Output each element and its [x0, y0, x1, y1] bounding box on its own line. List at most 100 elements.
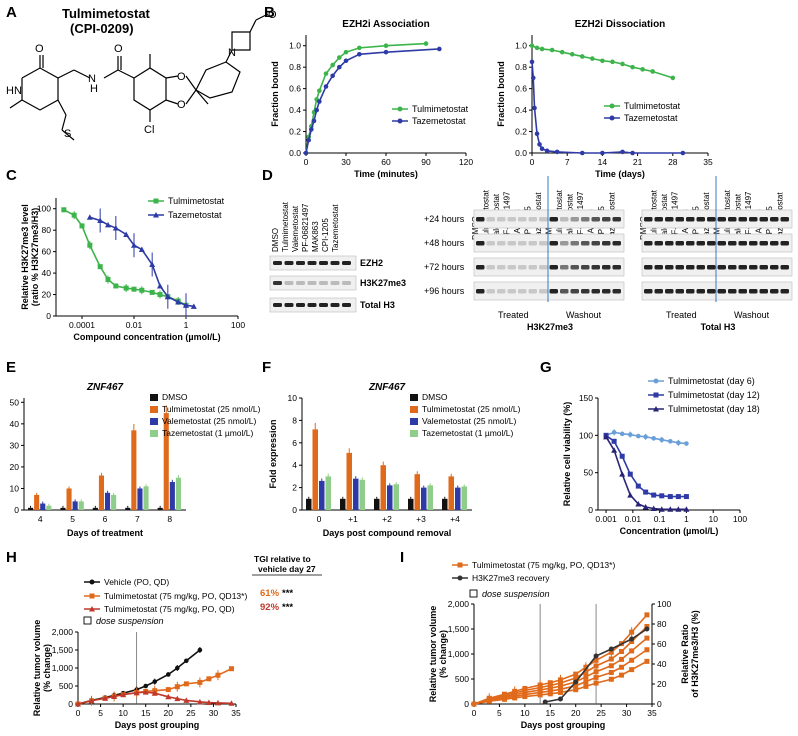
blot-band	[507, 289, 516, 294]
data-point	[593, 669, 599, 675]
data-point	[383, 49, 389, 55]
y2-tick-label: 80	[657, 619, 667, 629]
data-point	[610, 59, 615, 65]
blot-band	[738, 241, 747, 246]
x-axis-label: Days post compound removal	[323, 528, 452, 538]
bar	[163, 413, 169, 510]
blot-band	[749, 289, 758, 294]
data-point	[619, 453, 625, 459]
chart-title: EZH2i Dissociation	[575, 19, 666, 30]
x-tick-label: +2	[382, 514, 392, 524]
x-tick-label: 35	[231, 708, 241, 718]
x-tick-label: 10	[708, 514, 718, 524]
data-point	[529, 43, 535, 49]
data-point	[636, 433, 641, 439]
tgi-header-2: vehicle day 27	[258, 564, 316, 574]
legend-marker	[89, 593, 95, 599]
blot-band	[507, 265, 516, 270]
blot-band	[570, 241, 579, 246]
data-point	[534, 131, 540, 136]
bar	[340, 498, 346, 510]
data-point	[530, 75, 536, 81]
blot-band	[591, 241, 600, 246]
blot-band	[518, 265, 527, 270]
blot-band	[570, 265, 579, 270]
data-point	[79, 223, 85, 229]
data-point	[683, 494, 689, 500]
compound-name: Tulmimetostat	[62, 6, 151, 21]
blot-band	[591, 217, 600, 222]
blot-band	[330, 303, 340, 307]
x-tick-label: 0.1	[654, 514, 666, 524]
data-point	[608, 670, 614, 675]
data-point	[557, 696, 563, 702]
y-axis-label-line2: (% change)	[42, 644, 52, 692]
data-point	[111, 693, 118, 699]
blot-band	[612, 217, 621, 222]
y2-tick-label: 0	[657, 699, 662, 709]
bar	[137, 488, 143, 510]
x-tick-label: 5	[497, 708, 502, 718]
chart-h-tumor-volume: 0 5 10 15 20 25 30 35 0 500 1,000 1,500 2,000 Days po…	[32, 577, 247, 730]
bar	[40, 503, 46, 510]
legend-label: Tulmimetostat (day 6)	[668, 376, 755, 386]
data-point	[343, 58, 349, 64]
data-point	[579, 54, 585, 59]
data-point	[534, 45, 540, 51]
x-axis-label: Days of treatment	[67, 528, 143, 538]
data-point	[640, 67, 645, 72]
y-tick-label: 80	[42, 225, 52, 235]
y-tick-label: 10	[288, 393, 298, 403]
blot-band	[319, 281, 328, 285]
blot-band	[686, 217, 695, 222]
blot-band	[507, 217, 516, 222]
y-tick-label: 100	[579, 430, 593, 440]
blot-band	[696, 217, 705, 222]
legend-label: Tulmimetostat (75 mg/kg, PO, QD)	[104, 604, 235, 614]
lane-label: Valemetostat	[291, 205, 300, 252]
bar	[131, 430, 137, 510]
data-point	[675, 506, 682, 512]
legend-marker	[609, 103, 615, 109]
data-point	[206, 676, 212, 682]
y-tick-label: 0.8	[515, 62, 527, 72]
bar	[374, 498, 380, 510]
blot-band	[675, 217, 684, 222]
x-axis-label: Time (minutes)	[354, 169, 418, 179]
data-point	[190, 303, 197, 309]
data-point	[618, 649, 624, 654]
bar	[427, 485, 433, 510]
data-point	[522, 685, 528, 691]
data-point	[547, 691, 553, 697]
blot-band	[570, 289, 579, 294]
blot-band	[717, 289, 726, 294]
y2-tick-label: 20	[657, 679, 667, 689]
blot-band	[570, 217, 579, 222]
legend-swatch	[150, 418, 158, 425]
blot-band	[284, 303, 294, 307]
atom-n-1: N	[88, 73, 96, 85]
blot-band	[560, 217, 569, 222]
blot-strip	[473, 209, 625, 229]
atom-o-3: O	[177, 71, 186, 83]
legend-swatch	[410, 394, 418, 401]
data-point	[667, 439, 673, 444]
bar	[421, 487, 427, 510]
atom-n-2: N	[228, 47, 236, 59]
chart-f-znf467-removal: 0 2 4 6 8 10 Days post compound removal Fold ex…	[268, 382, 521, 538]
blot-band	[728, 241, 737, 246]
data-point	[559, 49, 565, 55]
legend-label: H3K27me3 recovery	[472, 573, 550, 583]
bar	[306, 498, 312, 510]
y-tick-label: 1,000	[448, 649, 470, 659]
data-point	[214, 699, 221, 706]
data-point	[537, 142, 542, 147]
x-tick-label: 90	[421, 157, 431, 167]
blot-band	[654, 217, 663, 222]
y-tick-label: 0.2	[289, 127, 301, 137]
data-point	[619, 471, 626, 477]
blot-band	[644, 241, 653, 246]
atom-o-4: O	[177, 99, 186, 111]
data-point	[593, 680, 599, 686]
y-tick-label: 1.0	[289, 41, 301, 51]
